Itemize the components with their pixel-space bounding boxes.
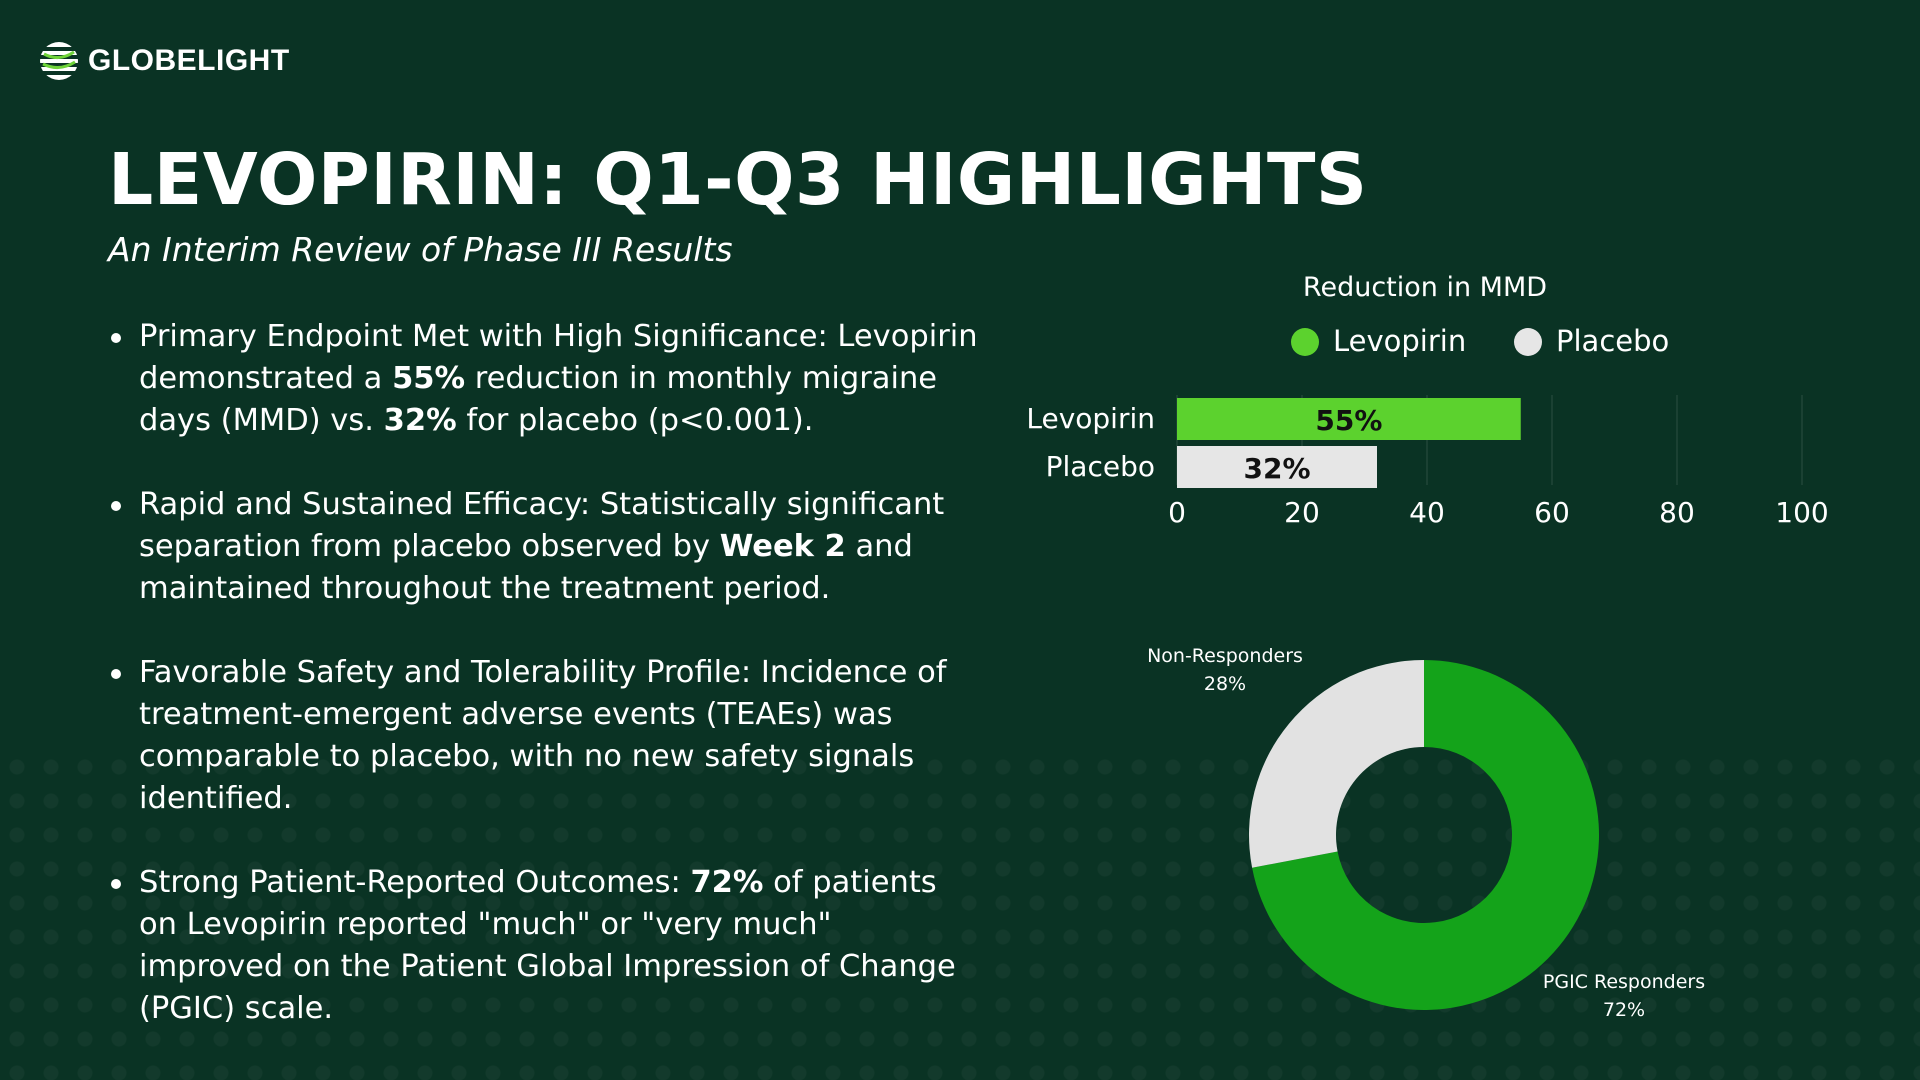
page-title: LEVOPIRIN: Q1-Q3 HIGHLIGHTS <box>108 138 1368 221</box>
pgic-donut-chart: PGIC Responders 72% Non-Responders 28% <box>1147 645 1705 1021</box>
brand-name: GLOBELIGHT <box>88 44 290 77</box>
slice-label-non-responders: Non-Responders <box>1147 645 1303 667</box>
y-category-label: Placebo <box>1046 450 1155 483</box>
brand-logo: GLOBELIGHT <box>38 40 290 82</box>
donut-slice-non-responders <box>1249 660 1424 868</box>
x-tick-label: 60 <box>1534 496 1570 529</box>
bullet-rapid-efficacy: Rapid and Sustained Efficacy: Statistica… <box>108 484 978 610</box>
y-category-label: Levopirin <box>1026 402 1155 435</box>
bar-levopirin <box>1177 398 1521 440</box>
x-tick-label: 40 <box>1409 496 1445 529</box>
x-tick-label: 80 <box>1659 496 1695 529</box>
legend-label-placebo: Placebo <box>1556 324 1669 358</box>
legend-swatch-levopirin <box>1291 328 1319 356</box>
slice-value-pgic-responders: 72% <box>1603 999 1645 1021</box>
bullet-primary-endpoint: Primary Endpoint Met with High Significa… <box>108 316 978 442</box>
bar-value-label: 32% <box>1243 452 1310 485</box>
x-tick-label: 0 <box>1168 496 1186 529</box>
bar-placebo <box>1177 446 1377 488</box>
mmd-bar-chart: Reduction in MMD Levopirin Placebo 0 20 40 60 8… <box>1026 272 1828 529</box>
globe-icon <box>38 42 80 80</box>
donut-slice-pgic-responders <box>1252 660 1599 1010</box>
page-subtitle: An Interim Review of Phase III Results <box>108 230 733 269</box>
bullet-patient-outcomes: Strong Patient-Reported Outcomes: 72% of… <box>108 862 978 1030</box>
highlights-list: Primary Endpoint Met with High Significa… <box>108 316 978 1072</box>
legend-swatch-placebo <box>1514 328 1542 356</box>
bullet-safety-profile: Favorable Safety and Tolerability Profil… <box>108 652 978 820</box>
slice-label-pgic-responders: PGIC Responders <box>1543 971 1705 993</box>
chart-title: Reduction in MMD <box>1303 272 1547 303</box>
slice-value-non-responders: 28% <box>1204 673 1246 695</box>
x-tick-label: 20 <box>1284 496 1320 529</box>
bar-value-label: 55% <box>1315 404 1382 437</box>
x-tick-label: 100 <box>1775 496 1828 529</box>
legend-label-levopirin: Levopirin <box>1333 324 1466 358</box>
